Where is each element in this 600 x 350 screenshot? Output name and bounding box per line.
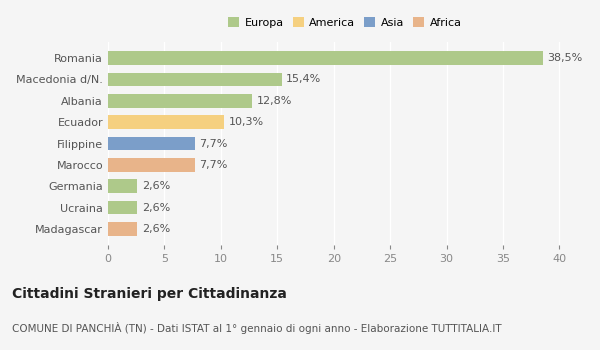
Text: Cittadini Stranieri per Cittadinanza: Cittadini Stranieri per Cittadinanza [12, 287, 287, 301]
Bar [108, 72, 282, 86]
Bar [108, 94, 253, 108]
Text: 2,6%: 2,6% [142, 203, 170, 212]
Text: 7,7%: 7,7% [199, 160, 228, 170]
Bar [108, 179, 137, 193]
Legend: Europa, America, Asia, Africa: Europa, America, Asia, Africa [226, 15, 464, 30]
Bar [108, 222, 137, 236]
Text: 7,7%: 7,7% [199, 139, 228, 148]
Text: 12,8%: 12,8% [257, 96, 292, 106]
Text: 2,6%: 2,6% [142, 224, 170, 234]
Bar [108, 201, 137, 215]
Bar [108, 115, 224, 129]
Bar [108, 51, 542, 65]
Text: 38,5%: 38,5% [547, 53, 582, 63]
Text: 15,4%: 15,4% [286, 75, 322, 84]
Text: 2,6%: 2,6% [142, 181, 170, 191]
Bar [108, 136, 195, 150]
Text: 10,3%: 10,3% [229, 117, 264, 127]
Bar [108, 158, 195, 172]
Text: COMUNE DI PANCHIÀ (TN) - Dati ISTAT al 1° gennaio di ogni anno - Elaborazione TU: COMUNE DI PANCHIÀ (TN) - Dati ISTAT al 1… [12, 322, 502, 334]
